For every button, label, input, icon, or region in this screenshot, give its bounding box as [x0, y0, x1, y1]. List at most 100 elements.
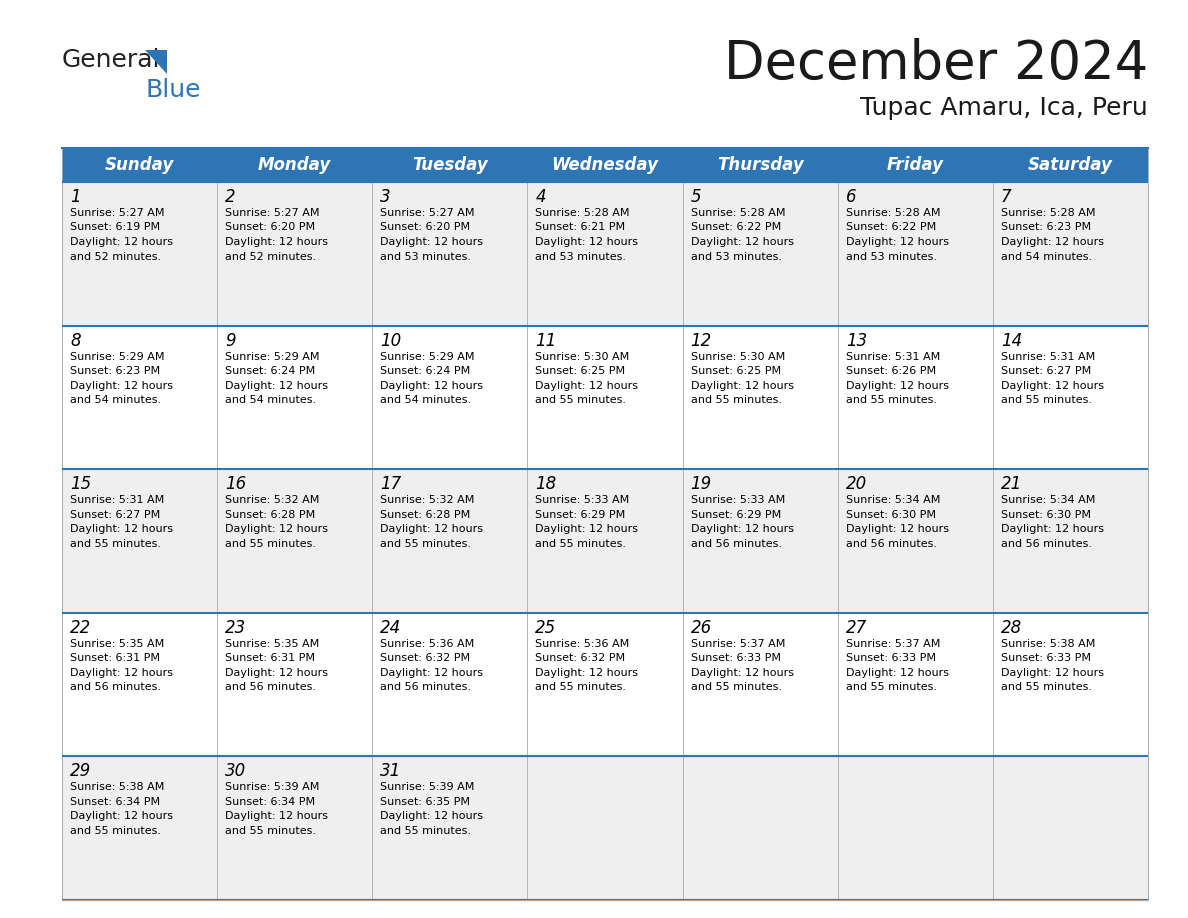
Text: Daylight: 12 hours: Daylight: 12 hours	[846, 237, 949, 247]
Text: and 55 minutes.: and 55 minutes.	[226, 539, 316, 549]
Text: Sunrise: 5:30 AM: Sunrise: 5:30 AM	[536, 352, 630, 362]
Text: Daylight: 12 hours: Daylight: 12 hours	[1000, 667, 1104, 677]
Bar	[527, 469, 683, 613]
Text: 28: 28	[1000, 619, 1022, 637]
Text: Sunrise: 5:32 AM: Sunrise: 5:32 AM	[226, 495, 320, 505]
Text: Sunset: 6:30 PM: Sunset: 6:30 PM	[1000, 509, 1091, 520]
Text: and 56 minutes.: and 56 minutes.	[1000, 539, 1092, 549]
Text: 2: 2	[226, 188, 235, 206]
Text: Sunset: 6:25 PM: Sunset: 6:25 PM	[536, 366, 626, 376]
Text: Daylight: 12 hours: Daylight: 12 hours	[536, 667, 638, 677]
Text: 6: 6	[846, 188, 857, 206]
Text: Sunset: 6:20 PM: Sunset: 6:20 PM	[226, 222, 315, 232]
Text: 22: 22	[70, 619, 91, 637]
Text: General: General	[62, 48, 160, 72]
Text: and 55 minutes.: and 55 minutes.	[70, 826, 162, 836]
Text: Sunrise: 5:34 AM: Sunrise: 5:34 AM	[1000, 495, 1095, 505]
Text: 21: 21	[1000, 476, 1022, 493]
Text: and 54 minutes.: and 54 minutes.	[380, 395, 472, 405]
Text: Sunset: 6:31 PM: Sunset: 6:31 PM	[70, 654, 160, 664]
Text: Friday: Friday	[886, 156, 943, 174]
Text: and 56 minutes.: and 56 minutes.	[70, 682, 162, 692]
Text: Sunrise: 5:28 AM: Sunrise: 5:28 AM	[690, 208, 785, 218]
Text: Sunset: 6:21 PM: Sunset: 6:21 PM	[536, 222, 626, 232]
Bar	[838, 756, 993, 900]
Polygon shape	[145, 50, 168, 74]
Text: Daylight: 12 hours: Daylight: 12 hours	[690, 237, 794, 247]
Bar	[838, 326, 993, 469]
Text: 11: 11	[536, 331, 557, 350]
Text: Daylight: 12 hours: Daylight: 12 hours	[70, 667, 173, 677]
Bar	[683, 182, 838, 326]
Text: and 55 minutes.: and 55 minutes.	[690, 682, 782, 692]
Bar	[993, 326, 1148, 469]
Text: Sunset: 6:33 PM: Sunset: 6:33 PM	[690, 654, 781, 664]
Text: Sunrise: 5:27 AM: Sunrise: 5:27 AM	[226, 208, 320, 218]
Text: Sunset: 6:23 PM: Sunset: 6:23 PM	[1000, 222, 1091, 232]
Bar	[683, 756, 838, 900]
Text: 31: 31	[380, 763, 402, 780]
Text: 1: 1	[70, 188, 81, 206]
Text: and 52 minutes.: and 52 minutes.	[226, 252, 316, 262]
Text: and 56 minutes.: and 56 minutes.	[380, 682, 472, 692]
Text: Daylight: 12 hours: Daylight: 12 hours	[1000, 381, 1104, 390]
Text: Daylight: 12 hours: Daylight: 12 hours	[70, 237, 173, 247]
Text: Sunset: 6:32 PM: Sunset: 6:32 PM	[536, 654, 626, 664]
Text: Sunset: 6:25 PM: Sunset: 6:25 PM	[690, 366, 781, 376]
Text: 30: 30	[226, 763, 246, 780]
Text: and 55 minutes.: and 55 minutes.	[380, 826, 472, 836]
Text: Daylight: 12 hours: Daylight: 12 hours	[226, 524, 328, 534]
Text: Sunday: Sunday	[105, 156, 175, 174]
Text: and 54 minutes.: and 54 minutes.	[70, 395, 162, 405]
Text: and 55 minutes.: and 55 minutes.	[226, 826, 316, 836]
Text: 24: 24	[380, 619, 402, 637]
Bar	[217, 326, 372, 469]
Text: 5: 5	[690, 188, 701, 206]
Text: 23: 23	[226, 619, 246, 637]
Text: Tupac Amaru, Ica, Peru: Tupac Amaru, Ica, Peru	[860, 96, 1148, 120]
Text: Sunrise: 5:28 AM: Sunrise: 5:28 AM	[536, 208, 630, 218]
Bar	[217, 613, 372, 756]
Text: Daylight: 12 hours: Daylight: 12 hours	[380, 381, 484, 390]
Bar	[372, 613, 527, 756]
Text: and 55 minutes.: and 55 minutes.	[70, 539, 162, 549]
Bar	[683, 326, 838, 469]
Text: and 55 minutes.: and 55 minutes.	[536, 682, 626, 692]
Text: and 53 minutes.: and 53 minutes.	[536, 252, 626, 262]
Bar	[838, 148, 993, 182]
Text: and 56 minutes.: and 56 minutes.	[846, 539, 936, 549]
Text: and 55 minutes.: and 55 minutes.	[1000, 395, 1092, 405]
Text: Daylight: 12 hours: Daylight: 12 hours	[380, 667, 484, 677]
Text: and 55 minutes.: and 55 minutes.	[536, 395, 626, 405]
Text: and 55 minutes.: and 55 minutes.	[380, 539, 472, 549]
Text: and 56 minutes.: and 56 minutes.	[226, 682, 316, 692]
Text: Daylight: 12 hours: Daylight: 12 hours	[70, 812, 173, 822]
Text: and 53 minutes.: and 53 minutes.	[690, 252, 782, 262]
Text: and 54 minutes.: and 54 minutes.	[226, 395, 316, 405]
Text: Daylight: 12 hours: Daylight: 12 hours	[380, 524, 484, 534]
Text: Sunrise: 5:38 AM: Sunrise: 5:38 AM	[70, 782, 164, 792]
Text: 12: 12	[690, 331, 712, 350]
Text: Sunset: 6:31 PM: Sunset: 6:31 PM	[226, 654, 315, 664]
Text: Sunset: 6:22 PM: Sunset: 6:22 PM	[846, 222, 936, 232]
Bar	[217, 148, 372, 182]
Text: Sunset: 6:33 PM: Sunset: 6:33 PM	[846, 654, 936, 664]
Text: Sunset: 6:28 PM: Sunset: 6:28 PM	[226, 509, 315, 520]
Text: Sunrise: 5:30 AM: Sunrise: 5:30 AM	[690, 352, 785, 362]
Text: Sunset: 6:34 PM: Sunset: 6:34 PM	[226, 797, 315, 807]
Bar	[993, 182, 1148, 326]
Text: Sunrise: 5:39 AM: Sunrise: 5:39 AM	[226, 782, 320, 792]
Text: Sunset: 6:33 PM: Sunset: 6:33 PM	[1000, 654, 1091, 664]
Bar	[683, 469, 838, 613]
Text: 26: 26	[690, 619, 712, 637]
Text: Daylight: 12 hours: Daylight: 12 hours	[536, 237, 638, 247]
Text: Tuesday: Tuesday	[412, 156, 488, 174]
Text: and 52 minutes.: and 52 minutes.	[70, 252, 162, 262]
Bar	[683, 613, 838, 756]
Text: Sunset: 6:27 PM: Sunset: 6:27 PM	[70, 509, 160, 520]
Text: 15: 15	[70, 476, 91, 493]
Bar	[62, 182, 217, 326]
Text: Daylight: 12 hours: Daylight: 12 hours	[226, 667, 328, 677]
Text: Sunrise: 5:33 AM: Sunrise: 5:33 AM	[690, 495, 785, 505]
Text: Sunrise: 5:31 AM: Sunrise: 5:31 AM	[1000, 352, 1095, 362]
